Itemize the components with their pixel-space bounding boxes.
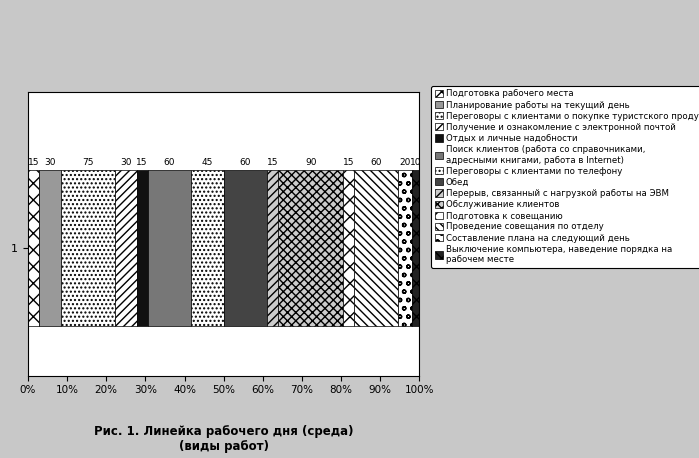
Bar xyxy=(61,169,115,326)
Text: 60: 60 xyxy=(164,158,175,167)
Bar xyxy=(147,169,191,326)
Text: 45: 45 xyxy=(202,158,213,167)
Text: 15: 15 xyxy=(28,158,39,167)
Bar xyxy=(398,169,412,326)
Bar xyxy=(343,169,354,326)
Text: 15: 15 xyxy=(343,158,354,167)
Text: 15: 15 xyxy=(136,158,148,167)
Text: 75: 75 xyxy=(82,158,94,167)
Bar xyxy=(28,169,39,326)
Bar xyxy=(191,169,224,326)
Bar xyxy=(412,169,419,326)
Text: 90: 90 xyxy=(305,158,317,167)
Text: 10: 10 xyxy=(410,158,421,167)
Text: 30: 30 xyxy=(120,158,131,167)
Text: Рис. 1. Линейка рабочего дня (среда)
(виды работ): Рис. 1. Линейка рабочего дня (среда) (ви… xyxy=(94,425,354,453)
Text: 60: 60 xyxy=(240,158,251,167)
Bar xyxy=(137,169,147,326)
Bar xyxy=(224,169,267,326)
Text: 20: 20 xyxy=(399,158,410,167)
Text: 15: 15 xyxy=(267,158,278,167)
Bar xyxy=(354,169,398,326)
Text: 30: 30 xyxy=(44,158,55,167)
Bar xyxy=(39,169,61,326)
Bar xyxy=(278,169,343,326)
Bar xyxy=(115,169,137,326)
Text: 60: 60 xyxy=(370,158,382,167)
Bar xyxy=(267,169,278,326)
Legend: Подготовка рабочего места, Планирование работы на текущий день, Переговоры с кли: Подготовка рабочего места, Планирование … xyxy=(431,86,699,267)
